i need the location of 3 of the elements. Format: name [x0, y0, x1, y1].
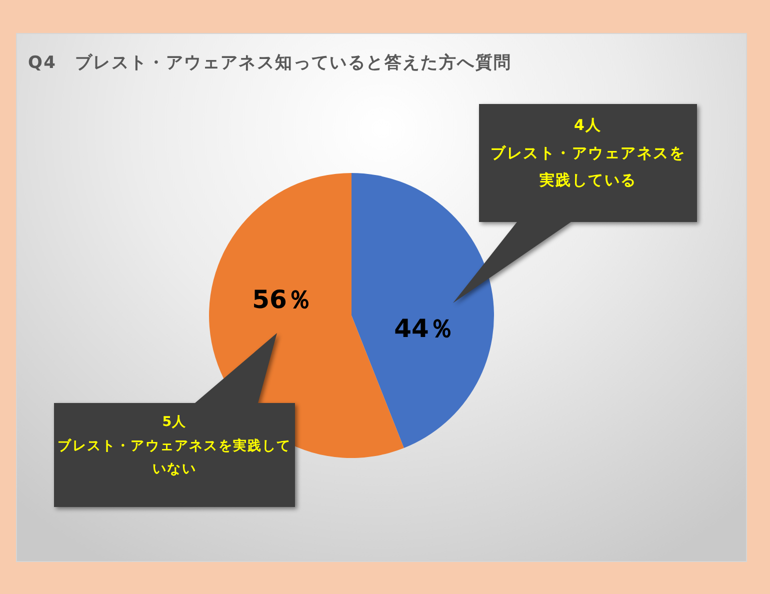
slice-label: ブレスト・アウェアネスを実践している [490, 142, 686, 192]
slice-label: ブレスト・アウェアネスを実践していない [56, 436, 292, 480]
chart-title: Q4 ブレスト・アウェアネス知っていると答えた方へ質問 [28, 52, 512, 74]
